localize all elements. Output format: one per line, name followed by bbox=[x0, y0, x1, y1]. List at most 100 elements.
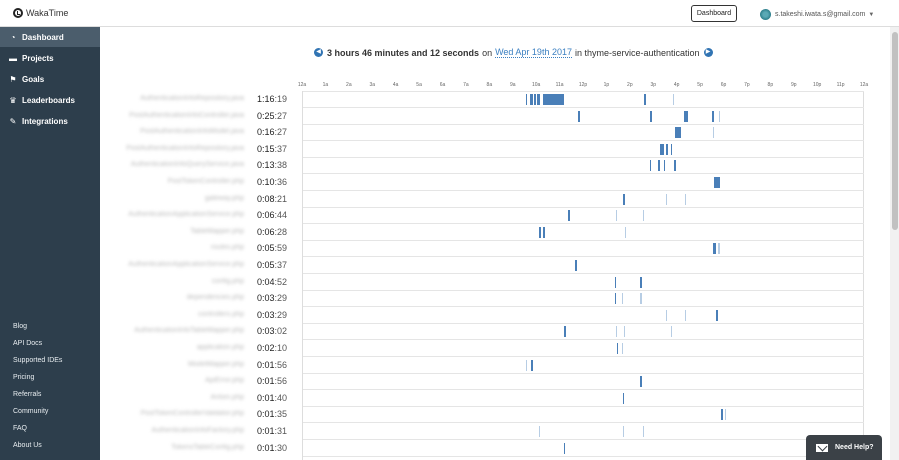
activity-bar[interactable] bbox=[622, 426, 624, 437]
activity-bar[interactable] bbox=[642, 426, 644, 437]
activity-bar[interactable] bbox=[642, 210, 644, 222]
file-name[interactable]: routes.php bbox=[210, 244, 244, 252]
file-name[interactable]: AuthenticationInfoFactory.php bbox=[151, 427, 244, 434]
activity-bar[interactable] bbox=[711, 110, 714, 122]
activity-bar[interactable] bbox=[666, 143, 668, 155]
activity-bar[interactable] bbox=[525, 94, 528, 105]
activity-bar[interactable] bbox=[543, 94, 565, 105]
activity-bar[interactable] bbox=[615, 210, 617, 222]
activity-bar[interactable] bbox=[640, 376, 642, 388]
activity-bar[interactable] bbox=[616, 343, 619, 354]
footer-link-referrals[interactable]: Referrals bbox=[13, 391, 42, 398]
activity-bar[interactable] bbox=[649, 110, 652, 122]
sidebar-item-leaderboards[interactable]: ♛ Leaderboards bbox=[0, 90, 100, 110]
activity-bar[interactable] bbox=[717, 243, 720, 255]
activity-bar[interactable] bbox=[531, 359, 533, 371]
activity-bar[interactable] bbox=[716, 309, 718, 321]
activity-bar[interactable] bbox=[615, 326, 617, 338]
footer-link-supported-ides[interactable]: Supported IDEs bbox=[13, 357, 63, 364]
file-name[interactable]: gateway.php bbox=[204, 194, 244, 202]
previous-day-button[interactable]: ◀ bbox=[314, 48, 323, 57]
activity-bar[interactable] bbox=[684, 193, 687, 205]
activity-bar[interactable] bbox=[724, 409, 726, 421]
activity-bar[interactable] bbox=[640, 276, 642, 288]
activity-bar[interactable] bbox=[674, 160, 676, 172]
activity-bar[interactable] bbox=[683, 110, 689, 122]
file-name[interactable]: dependencies.php bbox=[186, 294, 244, 302]
file-name[interactable]: AuthenticationInfoQueryService.java bbox=[130, 161, 244, 169]
activity-bar[interactable] bbox=[564, 442, 566, 454]
footer-link-faq[interactable]: FAQ bbox=[13, 425, 28, 432]
file-name[interactable]: PostAuthenticationInfoModel.java bbox=[140, 128, 244, 136]
activity-bar[interactable] bbox=[537, 94, 540, 105]
activity-bar[interactable] bbox=[614, 276, 616, 288]
activity-bar[interactable] bbox=[673, 94, 675, 105]
brand-logo[interactable]: WakaTime bbox=[13, 8, 68, 18]
activity-bar[interactable] bbox=[670, 143, 673, 155]
activity-bar[interactable] bbox=[670, 326, 672, 338]
file-name[interactable]: application.php bbox=[196, 344, 244, 351]
file-name[interactable]: controllers.php bbox=[198, 310, 244, 318]
file-name[interactable]: Antoin.php bbox=[210, 393, 244, 401]
file-name[interactable]: ApiError.php bbox=[205, 377, 244, 385]
file-name[interactable]: AuthenticationInfoRepository.java bbox=[140, 95, 244, 102]
dashboard-button[interactable]: Dashboard bbox=[691, 5, 737, 22]
scrollbar-thumb[interactable] bbox=[892, 32, 898, 230]
activity-bar[interactable] bbox=[640, 293, 642, 305]
need-help-button[interactable]: Need Help? bbox=[806, 435, 882, 460]
file-name[interactable]: PostAuthenticationInfoController.java bbox=[129, 111, 244, 119]
activity-bar[interactable] bbox=[684, 309, 686, 321]
activity-bar[interactable] bbox=[712, 243, 716, 255]
sidebar-item-dashboard[interactable]: ◔ Dashboard bbox=[0, 27, 100, 47]
activity-bar[interactable] bbox=[534, 94, 536, 105]
file-name[interactable]: AuthenticationInfoTableMapper.php bbox=[134, 327, 244, 335]
activity-bar[interactable] bbox=[663, 160, 665, 172]
file-name[interactable]: AuthenticationApplicationService.php bbox=[128, 211, 244, 219]
activity-bar[interactable] bbox=[621, 343, 623, 354]
sidebar-item-projects[interactable]: ▬ Projects bbox=[0, 48, 100, 68]
activity-bar[interactable] bbox=[543, 226, 545, 238]
activity-bar[interactable] bbox=[622, 193, 626, 205]
file-name[interactable]: PostTokenControllerValidator.php bbox=[140, 410, 244, 418]
activity-bar[interactable] bbox=[614, 293, 616, 305]
activity-bar[interactable] bbox=[666, 193, 668, 205]
footer-link-pricing[interactable]: Pricing bbox=[13, 374, 35, 381]
activity-bar[interactable] bbox=[530, 94, 534, 105]
sidebar-item-goals[interactable]: ⚑ Goals bbox=[0, 69, 100, 89]
date-picker-link[interactable]: Wed Apr 19th 2017 bbox=[495, 47, 572, 58]
file-name[interactable]: TokensTableConfig.php bbox=[171, 443, 244, 451]
activity-bar[interactable] bbox=[564, 326, 566, 338]
activity-bar[interactable] bbox=[525, 359, 527, 371]
footer-link-api-docs[interactable]: API Docs bbox=[13, 340, 43, 347]
footer-link-blog[interactable]: Blog bbox=[13, 323, 28, 330]
sidebar-item-integrations[interactable]: ✎ Integrations bbox=[0, 111, 100, 131]
activity-bar[interactable] bbox=[712, 127, 715, 139]
footer-link-about-us[interactable]: About Us bbox=[13, 442, 42, 449]
file-name[interactable]: TableMapper.php bbox=[190, 227, 244, 235]
footer-link-community[interactable]: Community bbox=[13, 408, 49, 415]
user-menu[interactable]: s.takeshi.iwata.s@gmail.com ▼ bbox=[760, 9, 874, 20]
activity-bar[interactable] bbox=[666, 309, 668, 321]
activity-bar[interactable] bbox=[718, 110, 720, 122]
file-name[interactable]: PostTokenController.php bbox=[167, 178, 244, 185]
activity-bar[interactable] bbox=[622, 392, 625, 404]
file-name[interactable]: config.php bbox=[211, 277, 244, 285]
file-name[interactable]: ModelMapper.php bbox=[187, 360, 244, 368]
activity-bar[interactable] bbox=[643, 94, 647, 105]
activity-bar[interactable] bbox=[574, 260, 578, 271]
next-day-button[interactable]: ▶ bbox=[703, 48, 713, 57]
activity-bar[interactable] bbox=[675, 127, 682, 139]
file-name[interactable]: AuthenticationApplicationService.php bbox=[128, 261, 244, 268]
file-name[interactable]: PostAuthenticationInfoRepository.java bbox=[126, 144, 244, 152]
activity-bar[interactable] bbox=[721, 409, 723, 421]
activity-bar[interactable] bbox=[538, 426, 540, 437]
activity-bar[interactable] bbox=[621, 293, 623, 305]
activity-bar[interactable] bbox=[625, 226, 627, 238]
activity-bar[interactable] bbox=[657, 160, 660, 172]
activity-bar[interactable] bbox=[538, 226, 541, 238]
activity-bar[interactable] bbox=[567, 210, 571, 222]
scrollbar-track[interactable] bbox=[890, 27, 899, 460]
activity-bar[interactable] bbox=[660, 143, 664, 155]
activity-bar[interactable] bbox=[714, 177, 720, 188]
activity-bar[interactable] bbox=[649, 160, 652, 172]
